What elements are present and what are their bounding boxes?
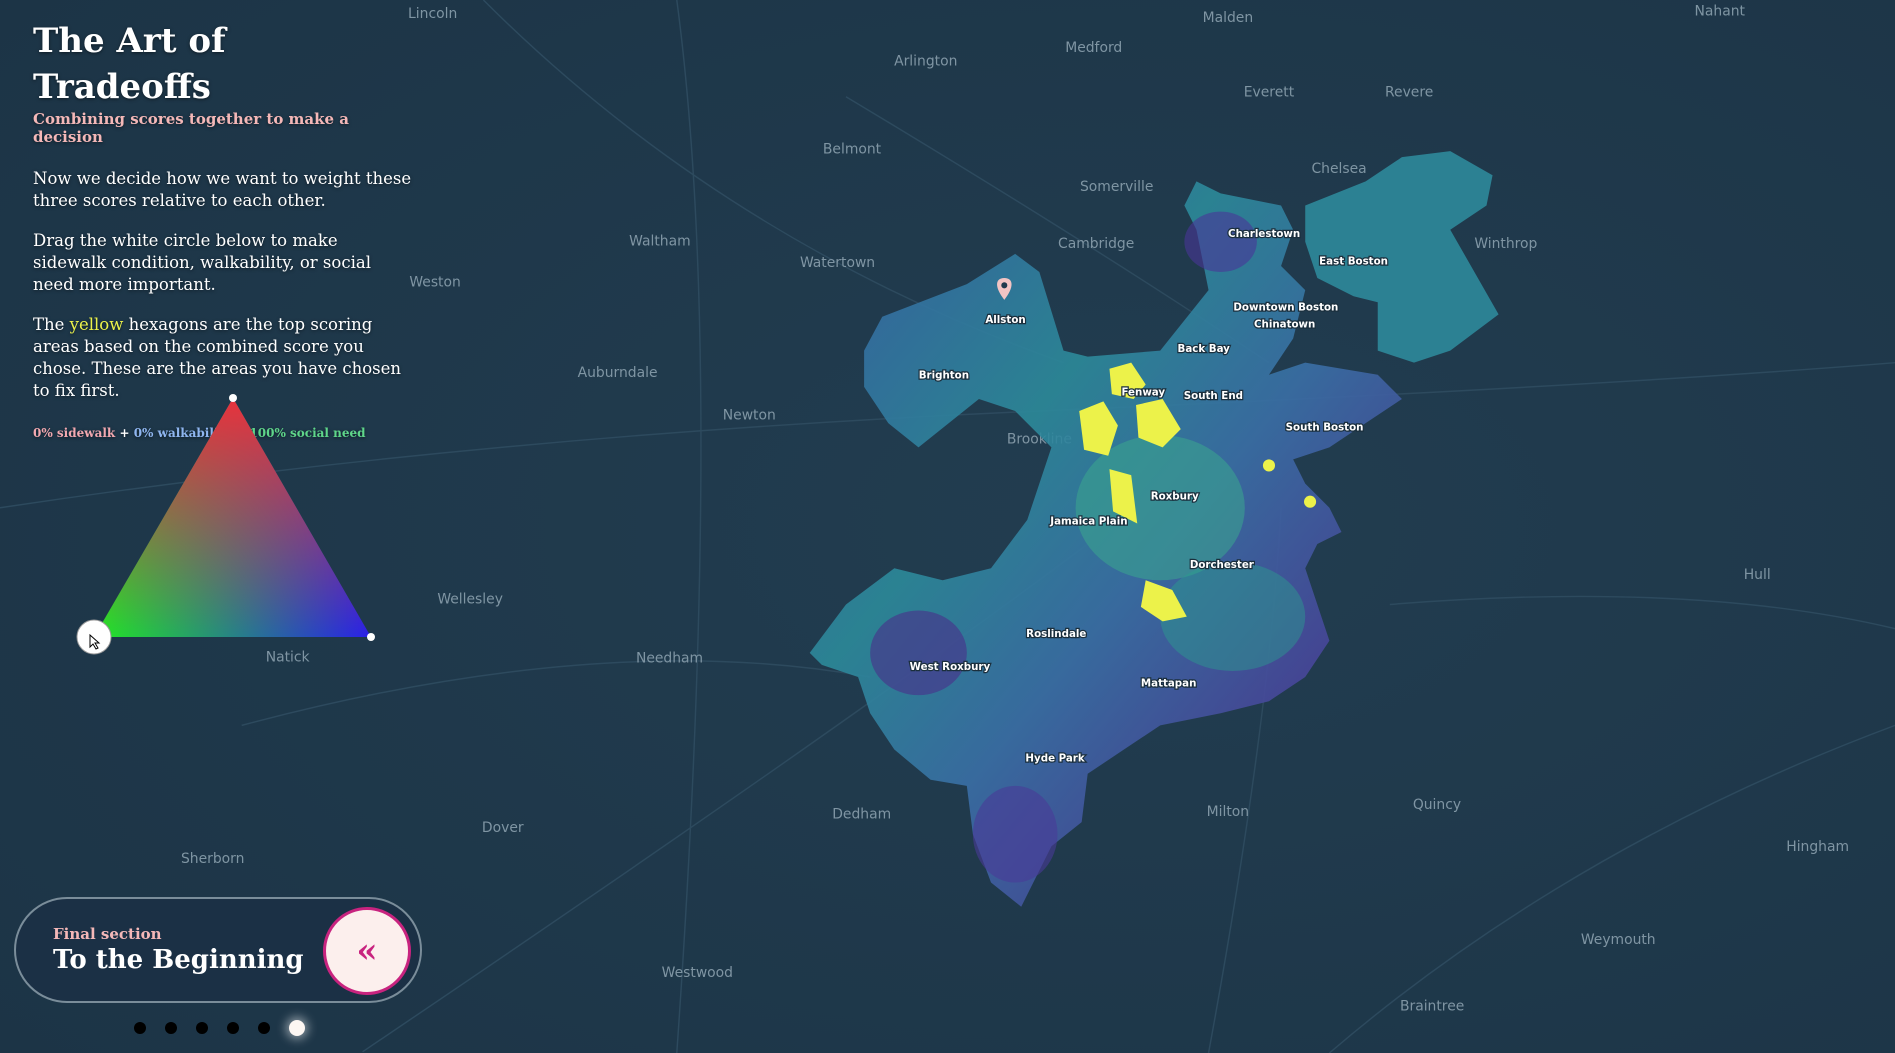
town-label: Sherborn [181,851,244,867]
town-label: Cambridge [1058,236,1134,252]
town-label: Weymouth [1581,932,1656,948]
plus: + [119,426,130,440]
walkability-vertex[interactable] [367,633,375,641]
text: hexagons are the top scoring areas based… [33,315,402,400]
explanation-paragraph: The yellow hexagons are the top scoring … [33,314,413,402]
town-label: Weston [409,275,460,291]
social-need-weight: 100% social need [249,426,366,440]
location-pin-icon[interactable] [997,278,1012,300]
hand-cursor-icon [89,633,101,650]
town-label: Arlington [894,53,957,69]
yellow-highlight: yellow [69,315,124,334]
town-label: Newton [723,408,776,424]
page-dot[interactable] [289,1020,305,1036]
neighborhood-label: West Roxbury [910,661,991,673]
nav-kicker: Final section [53,925,162,943]
page-dot[interactable] [165,1022,177,1034]
walkability-weight: 0% walkability [133,426,231,440]
top-scoring-hexagons [1079,362,1317,622]
town-label: Dedham [832,806,891,822]
town-label: Milton [1207,804,1249,820]
town-label: Westwood [662,965,733,981]
town-label: Natick [266,649,310,665]
pagination-dots [134,1020,305,1036]
page-dot[interactable] [227,1022,239,1034]
town-label: Wellesley [437,591,503,607]
triangle-overlay [94,398,371,637]
page-dot[interactable] [134,1022,146,1034]
town-label: Dover [482,820,524,836]
town-label: Revere [1385,85,1433,101]
drag-handle[interactable] [76,619,112,655]
back-to-beginning-button[interactable]: « [323,907,411,995]
town-label: Waltham [629,233,691,249]
neighborhood-label: Allston [985,314,1025,326]
double-chevron-left-icon: « [356,931,378,971]
intro-paragraph: Now we decide how we want to weight thes… [33,169,412,210]
neighborhood-label: Hyde Park [1025,753,1085,765]
town-label: Braintree [1400,999,1464,1015]
neighborhood-label: Brighton [919,369,969,381]
town-label: Winthrop [1474,236,1537,252]
sidewalk-vertex[interactable] [229,394,237,402]
town-labels: Lincoln Malden Nahant Arlington Medford Evere… [181,4,1849,1015]
town-label: Belmont [823,142,882,158]
neighborhood-label: Downtown Boston [1233,302,1338,314]
town-label: Everett [1244,85,1295,101]
section-nav: Final section To the Beginning « [14,897,422,1003]
neighborhood-label: South Boston [1286,421,1364,433]
story-panel: The Art of Tradeoffs Combining scores to… [33,18,413,440]
neighborhood-label: South End [1184,390,1243,402]
town-label: Watertown [800,255,875,271]
nav-title: To the Beginning [53,945,304,975]
page-dot[interactable] [196,1022,208,1034]
neighborhood-label: Chinatown [1254,319,1315,331]
neighborhood-label: East Boston [1319,256,1388,268]
neighborhood-label: Charlestown [1228,228,1300,240]
town-label: Hull [1744,567,1771,583]
town-label: Lincoln [408,6,457,22]
sidewalk-weight: 0% sidewalk [33,426,116,440]
page-dot[interactable] [258,1022,270,1034]
boston-score-hexagons[interactable] [809,151,1499,907]
page-subtitle: Combining scores together to make a deci… [33,110,350,146]
town-label: Medford [1065,40,1122,56]
page-title: The Art of Tradeoffs [33,21,226,107]
town-label: Quincy [1413,797,1461,813]
neighborhood-label: Roslindale [1026,628,1086,640]
neighborhood-label: Dorchester [1190,559,1255,571]
neighborhood-label: Mattapan [1141,678,1196,690]
neighborhood-labels: Charlestown East Boston Allston Brighton Dow… [908,227,1389,766]
town-label: Chelsea [1311,161,1366,177]
town-label: Hingham [1786,839,1849,855]
town-label: Somerville [1080,179,1153,195]
town-label: Needham [636,651,703,667]
neighborhood-label: Back Bay [1178,343,1231,355]
weight-triangle-picker[interactable] [70,385,390,665]
town-label: Malden [1203,10,1254,26]
instruction-paragraph: Drag the white circle below to make side… [33,231,371,294]
town-label: Nahant [1695,4,1746,20]
neighborhood-label: Roxbury [1151,490,1199,502]
text: The [33,315,70,334]
neighborhood-label: Jamaica Plain [1049,516,1127,528]
neighborhood-label: Fenway [1121,386,1165,398]
town-label: Auburndale [578,365,658,381]
